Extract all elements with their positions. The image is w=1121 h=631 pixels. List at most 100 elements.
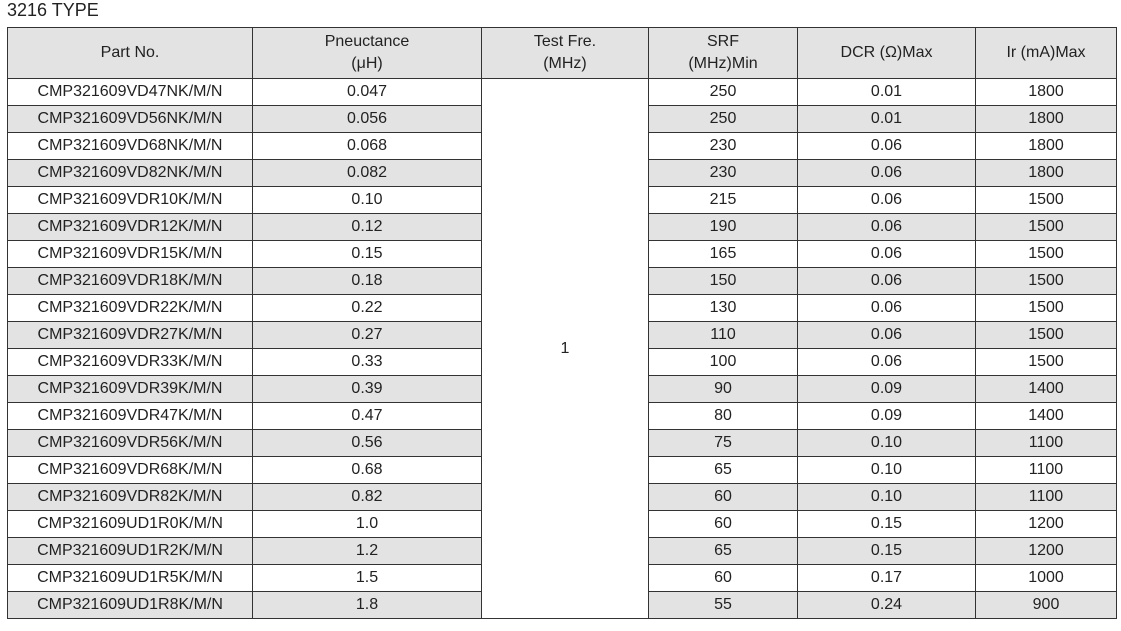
ir: 1500 bbox=[975, 186, 1117, 214]
srf: 90 bbox=[648, 375, 798, 403]
part-no: CMP321609UD1R5K/M/N bbox=[7, 564, 253, 592]
srf: 75 bbox=[648, 429, 798, 457]
ir: 1400 bbox=[975, 375, 1117, 403]
table-row: CMP321609VDR12K/M/N 0.12 190 0.06 1500 bbox=[7, 213, 1117, 241]
test-frequency: 1 bbox=[481, 78, 649, 619]
ir: 1500 bbox=[975, 348, 1117, 376]
inductance: 0.39 bbox=[252, 375, 482, 403]
ir: 1200 bbox=[975, 510, 1117, 538]
title: 3216 TYPE bbox=[7, 0, 99, 20]
table-row: CMP321609UD1R5K/M/N 1.5 60 0.17 1000 bbox=[7, 564, 1117, 592]
part-no: CMP321609VD47NK/M/N bbox=[7, 78, 253, 106]
srf: 60 bbox=[648, 510, 798, 538]
table-row: CMP321609VDR22K/M/N 0.22 130 0.06 1500 bbox=[7, 294, 1117, 322]
srf: 130 bbox=[648, 294, 798, 322]
dcr: 0.06 bbox=[797, 348, 976, 376]
dcr: 0.01 bbox=[797, 105, 976, 133]
dcr: 0.10 bbox=[797, 429, 976, 457]
table-row: CMP321609UD1R0K/M/N 1.0 60 0.15 1200 bbox=[7, 510, 1117, 538]
ir: 1500 bbox=[975, 321, 1117, 349]
table-row: CMP321609VDR27K/M/N 0.27 110 0.06 1500 bbox=[7, 321, 1117, 349]
part-no: CMP321609UD1R0K/M/N bbox=[7, 510, 253, 538]
part-no: CMP321609VDR56K/M/N bbox=[7, 429, 253, 457]
dcr: 0.06 bbox=[797, 213, 976, 241]
inductance: 0.10 bbox=[252, 186, 482, 214]
ir: 1400 bbox=[975, 402, 1117, 430]
dcr: 0.17 bbox=[797, 564, 976, 592]
dcr: 0.06 bbox=[797, 159, 976, 187]
dcr: 0.15 bbox=[797, 510, 976, 538]
inductance: 0.47 bbox=[252, 402, 482, 430]
part-no: CMP321609VDR27K/M/N bbox=[7, 321, 253, 349]
table-row: CMP321609UD1R2K/M/N 1.2 65 0.15 1200 bbox=[7, 537, 1117, 565]
table-row: CMP321609VDR56K/M/N 0.56 75 0.10 1100 bbox=[7, 429, 1117, 457]
ir: 1100 bbox=[975, 456, 1117, 484]
part-no: CMP321609VD56NK/M/N bbox=[7, 105, 253, 133]
header-cell: Pneuctance (μH) bbox=[252, 27, 482, 79]
part-no: CMP321609VDR18K/M/N bbox=[7, 267, 253, 295]
table-row: CMP321609VDR10K/M/N 0.10 215 0.06 1500 bbox=[7, 186, 1117, 214]
srf: 65 bbox=[648, 456, 798, 484]
srf: 250 bbox=[648, 78, 798, 106]
table-row: CMP321609VD47NK/M/N 0.047 1 250 0.01 1800 bbox=[7, 78, 1117, 619]
srf: 60 bbox=[648, 483, 798, 511]
table-row: CMP321609VDR15K/M/N 0.15 165 0.06 1500 bbox=[7, 240, 1117, 268]
ir: 1500 bbox=[975, 267, 1117, 295]
srf: 110 bbox=[648, 321, 798, 349]
table-row: CMP321609VD68NK/M/N 0.068 230 0.06 1800 bbox=[7, 132, 1117, 160]
part-no: CMP321609VDR39K/M/N bbox=[7, 375, 253, 403]
header-line: Ir (mA)Max bbox=[1006, 44, 1086, 61]
ir: 1100 bbox=[975, 429, 1117, 457]
srf: 165 bbox=[648, 240, 798, 268]
inductance: 0.15 bbox=[252, 240, 482, 268]
ir: 1500 bbox=[975, 294, 1117, 322]
header-line: Pneuctance bbox=[324, 33, 410, 50]
srf: 250 bbox=[648, 105, 798, 133]
header-cell: Ir (mA)Max bbox=[975, 27, 1117, 79]
ir: 1800 bbox=[975, 159, 1117, 187]
srf: 150 bbox=[648, 267, 798, 295]
header-line: DCR (Ω)Max bbox=[840, 44, 933, 61]
table-row: CMP321609VD82NK/M/N 0.082 230 0.06 1800 bbox=[7, 159, 1117, 187]
table-row: CMP321609VDR82K/M/N 0.82 60 0.10 1100 bbox=[7, 483, 1117, 511]
part-no: CMP321609VDR33K/M/N bbox=[7, 348, 253, 376]
srf: 55 bbox=[648, 591, 798, 619]
ir: 1000 bbox=[975, 564, 1117, 592]
header-line: (MHz)Min bbox=[688, 55, 758, 72]
ir: 1500 bbox=[975, 213, 1117, 241]
part-no: CMP321609VD68NK/M/N bbox=[7, 132, 253, 160]
ir: 1800 bbox=[975, 78, 1117, 106]
inductance: 0.82 bbox=[252, 483, 482, 511]
table-row: CMP321609VDR47K/M/N 0.47 80 0.09 1400 bbox=[7, 402, 1117, 430]
inductance: 1.0 bbox=[252, 510, 482, 538]
inductance: 0.68 bbox=[252, 456, 482, 484]
inductance: 0.068 bbox=[252, 132, 482, 160]
srf: 215 bbox=[648, 186, 798, 214]
ir: 1800 bbox=[975, 105, 1117, 133]
header-cell: DCR (Ω)Max bbox=[797, 27, 976, 79]
inductance: 0.33 bbox=[252, 348, 482, 376]
part-no: CMP321609VDR22K/M/N bbox=[7, 294, 253, 322]
header-line: (MHz) bbox=[543, 55, 587, 72]
header-row: Part No. Pneuctance (μH) Test Fre. (MHz) SRF (… bbox=[7, 27, 1117, 79]
header-line: Part No. bbox=[100, 44, 160, 61]
ir: 1100 bbox=[975, 483, 1117, 511]
table-row: CMP321609VD56NK/M/N 0.056 250 0.01 1800 bbox=[7, 105, 1117, 133]
inductance: 0.22 bbox=[252, 294, 482, 322]
dcr: 0.06 bbox=[797, 321, 976, 349]
part-no: CMP321609VDR15K/M/N bbox=[7, 240, 253, 268]
dcr: 0.06 bbox=[797, 240, 976, 268]
dcr: 0.06 bbox=[797, 132, 976, 160]
inductance: 0.082 bbox=[252, 159, 482, 187]
dcr: 0.06 bbox=[797, 294, 976, 322]
header-cell: SRF (MHz)Min bbox=[648, 27, 798, 79]
inductance: 0.56 bbox=[252, 429, 482, 457]
part-no: CMP321609VDR82K/M/N bbox=[7, 483, 253, 511]
header-line: (μH) bbox=[351, 55, 383, 72]
table-row: CMP321609UD1R8K/M/N 1.8 55 0.24 900 bbox=[7, 591, 1117, 619]
srf: 65 bbox=[648, 537, 798, 565]
header-cell: Test Fre. (MHz) bbox=[481, 27, 649, 79]
ir: 1800 bbox=[975, 132, 1117, 160]
ir: 900 bbox=[975, 591, 1117, 619]
